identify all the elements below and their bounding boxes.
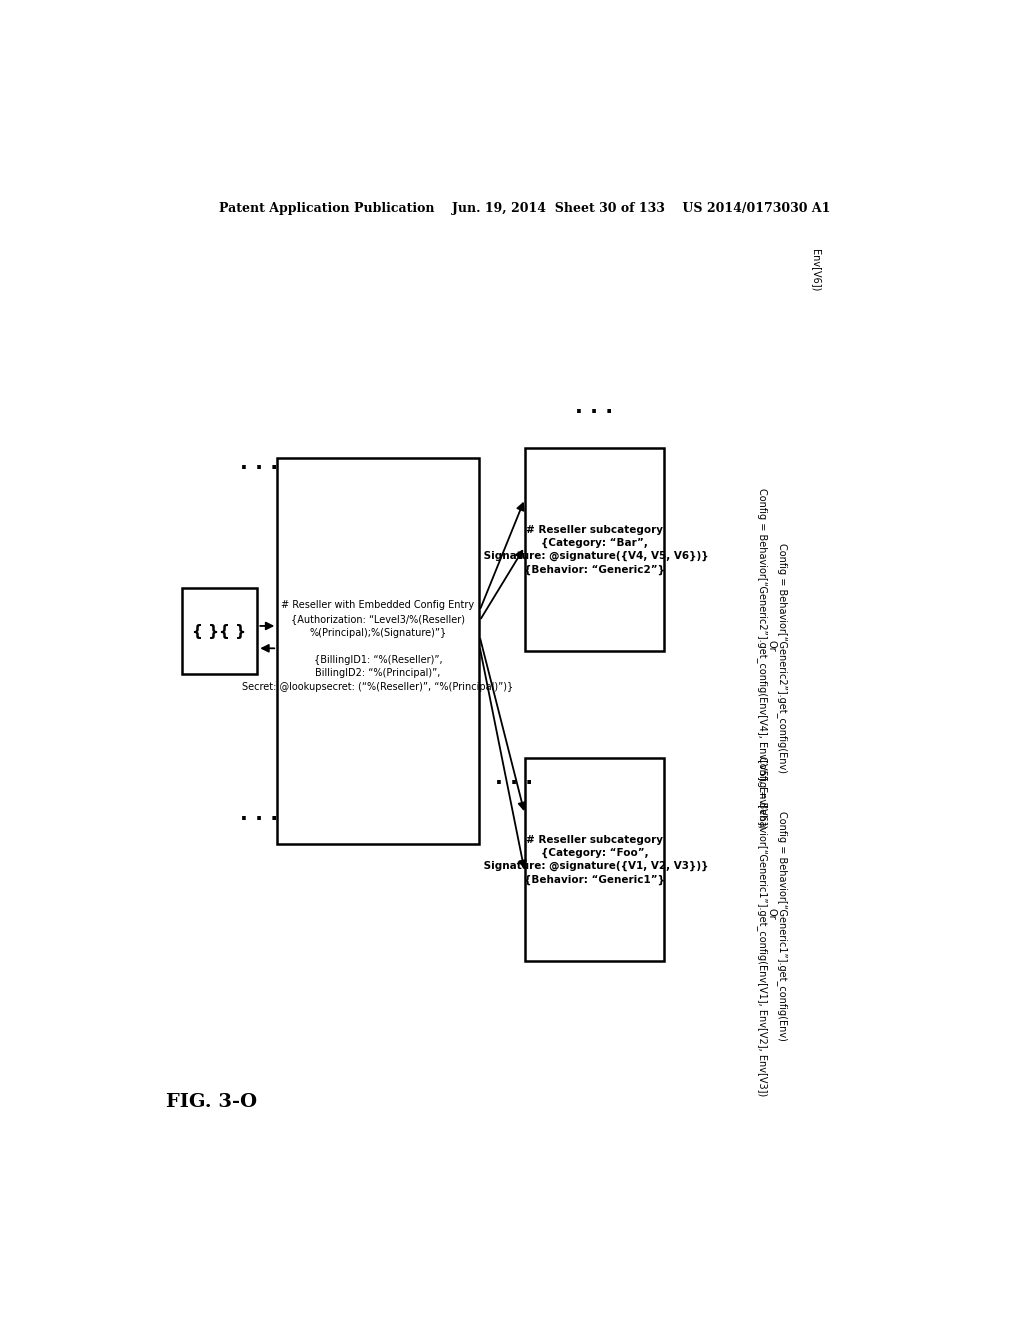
Text: . . .: . . . (240, 804, 278, 824)
Text: . . .: . . . (496, 768, 534, 788)
Text: # Reseller subcategory
{Category: “Foo”,
 Signature: @signature({V1, V2, V3})}
{: # Reseller subcategory {Category: “Foo”,… (480, 834, 709, 884)
Text: Or: Or (767, 640, 777, 652)
Text: Config = Behavior[“Generic1”].get_config(Env[V1], Env[V2], Env[V3]): Config = Behavior[“Generic1”].get_config… (757, 755, 767, 1096)
FancyBboxPatch shape (276, 458, 479, 845)
Text: Config = Behavior[“Generic2”].get_config(Env): Config = Behavior[“Generic2”].get_config… (777, 544, 788, 774)
Text: . . .: . . . (240, 453, 278, 474)
FancyBboxPatch shape (181, 587, 257, 675)
Text: . . .: . . . (574, 397, 613, 417)
Text: Or: Or (767, 908, 777, 920)
Text: Patent Application Publication    Jun. 19, 2014  Sheet 30 of 133    US 2014/0173: Patent Application Publication Jun. 19, … (219, 202, 830, 215)
Text: Env[V6]): Env[V6]) (811, 249, 820, 292)
Text: FIG. 3-O: FIG. 3-O (166, 1093, 257, 1110)
Text: Config = Behavior[“Generic1”].get_config(Env): Config = Behavior[“Generic1”].get_config… (777, 810, 788, 1040)
Text: Config = Behavior[“Generic2”].get_config(Env[V4], Env[V5], Env[V6]): Config = Behavior[“Generic2”].get_config… (757, 488, 767, 829)
Text: { }{ }: { }{ } (193, 623, 246, 639)
Text: # Reseller subcategory
{Category: “Bar”,
 Signature: @signature({V4, V5, V6})}
{: # Reseller subcategory {Category: “Bar”,… (480, 524, 709, 576)
Text: # Reseller with Embedded Config Entry
{Authorization: “Level3/%(Reseller)
%(Prin: # Reseller with Embedded Config Entry {A… (243, 601, 514, 692)
FancyBboxPatch shape (525, 758, 665, 961)
FancyBboxPatch shape (525, 447, 665, 651)
